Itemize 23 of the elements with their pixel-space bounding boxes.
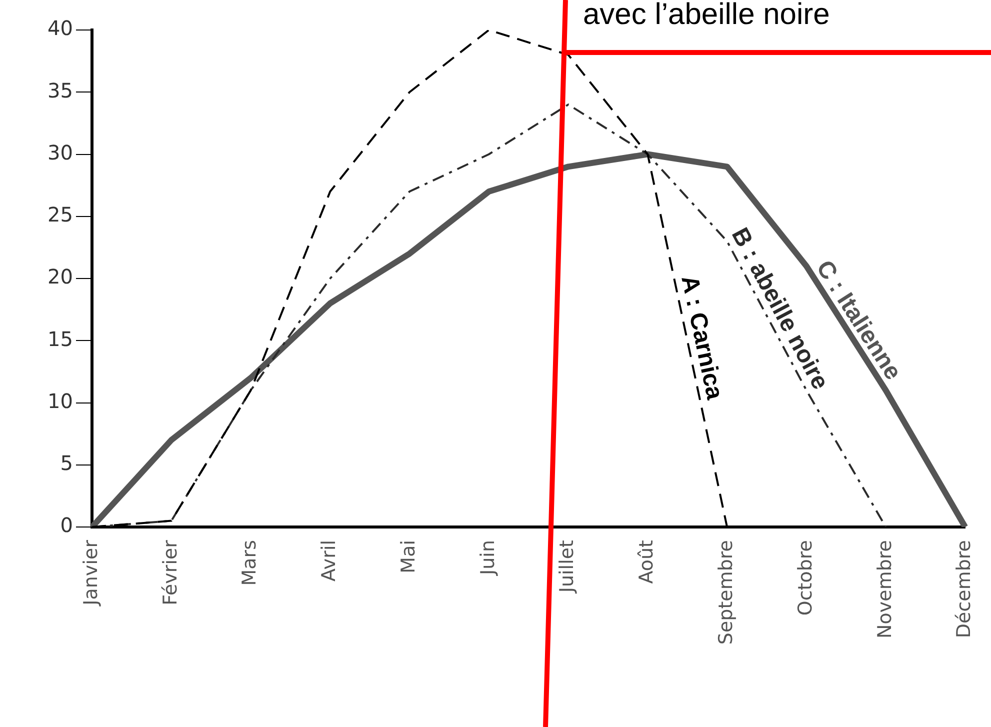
x-tick-label: Avril	[318, 540, 340, 582]
x-tick-label: Février	[159, 540, 182, 606]
y-tick-label: 35	[48, 78, 73, 102]
y-tick-label: 20	[48, 264, 73, 289]
x-tick-label: Janvier	[80, 540, 102, 606]
x-tick-label: Mars	[238, 540, 261, 586]
y-tick-label: 15	[48, 326, 73, 351]
x-tick-label: Août	[636, 540, 658, 584]
x-tick-label: Juillet	[556, 540, 578, 594]
y-tick-label: 5	[60, 451, 73, 476]
text: A : Carnica	[676, 273, 728, 403]
x-tick-label: Novembre	[874, 540, 896, 638]
x-tick-label: Septembre	[714, 540, 737, 645]
annotation: avec l’abeille noire	[583, 0, 830, 32]
y-tick-label: 30	[48, 140, 73, 164]
y-tick-label: 25	[48, 202, 73, 227]
y-tick-label: 40	[48, 16, 73, 40]
x-tick-label: Juin	[476, 540, 499, 576]
x-tick-label: Décembre	[953, 540, 976, 638]
x-tick-label: Mai	[397, 540, 420, 574]
x-tick-label: Octobre	[794, 540, 816, 616]
y-tick-label: 0	[60, 513, 73, 538]
y-tick-label: 10	[48, 388, 73, 413]
